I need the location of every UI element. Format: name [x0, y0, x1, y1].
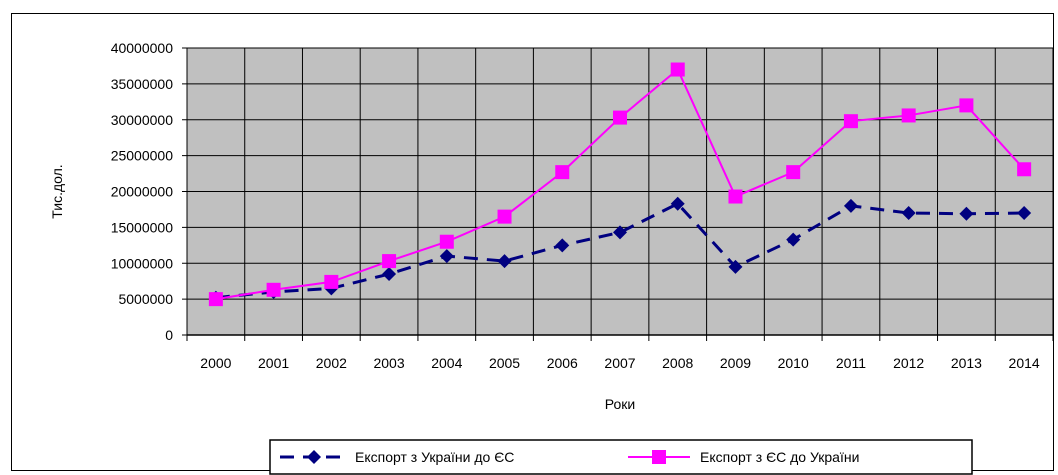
data-point-square — [843, 114, 858, 129]
x-tick-label: 2009 — [720, 355, 751, 371]
x-tick-label: 2005 — [489, 355, 520, 371]
x-tick-label: 2008 — [662, 355, 693, 371]
data-point-diamond — [728, 259, 743, 274]
series-markers — [208, 62, 1032, 307]
data-point-diamond — [382, 267, 397, 282]
data-point-diamond — [786, 232, 801, 247]
data-point-square — [786, 165, 801, 180]
x-tick-label: 2011 — [836, 355, 866, 371]
x-tick-label: 2010 — [778, 355, 809, 371]
data-point-square — [324, 274, 339, 289]
data-point-square — [208, 292, 223, 307]
data-point-square — [613, 110, 627, 125]
data-point-diamond — [1017, 206, 1032, 221]
data-point-square — [497, 209, 512, 224]
y-tick-label: 30000000 — [111, 112, 174, 128]
y-tick-label: 15000000 — [111, 219, 174, 235]
data-point-diamond — [843, 198, 858, 213]
x-tick-label: 2012 — [893, 355, 924, 371]
data-point-square — [439, 234, 454, 249]
x-tick-label: 2002 — [316, 355, 347, 371]
data-point-square — [959, 98, 974, 113]
legend-box — [269, 439, 973, 475]
y-tick-label: 40000000 — [111, 40, 174, 56]
x-tick-label: 2000 — [200, 355, 231, 371]
data-point-square — [1017, 162, 1032, 177]
legend-item-ukraine-to-eu: Експорт з України до ЄС — [280, 449, 514, 465]
legend-item-eu-to-ukraine: Експорт з ЄС до України — [628, 449, 859, 465]
y-tick-label: 20000000 — [111, 184, 174, 200]
data-point-square — [728, 189, 743, 204]
x-axis-title: Роки — [605, 396, 635, 412]
y-tick-label: 5000000 — [118, 291, 173, 307]
x-tick-label: 2014 — [1009, 355, 1040, 371]
data-point-diamond — [613, 225, 627, 240]
y-tick-label: 25000000 — [111, 148, 174, 164]
data-point-square — [382, 254, 397, 269]
data-point-diamond — [497, 254, 512, 269]
legend: Експорт з України до ЄС Експорт з ЄС до … — [269, 439, 973, 475]
x-tick-label: 2007 — [604, 355, 635, 371]
y-axis: 0 5000000 10000000 15000000 20000000 25000000… — [111, 40, 188, 343]
y-tick-label: 35000000 — [111, 76, 174, 92]
x-tick-label: 2006 — [547, 355, 578, 371]
x-axis: 2000 2001 2002 2003 2004 2005 2006 2007 2008 2009… — [186, 334, 1054, 371]
x-tick-label: 2004 — [431, 355, 462, 371]
legend-label-eu-to-ukraine: Експорт з ЄС до України — [700, 449, 859, 465]
legend-marker-diamond — [307, 450, 321, 464]
data-point-square — [670, 62, 685, 77]
data-point-diamond — [439, 249, 454, 264]
x-tick-label: 2001 — [258, 355, 289, 371]
legend-label-ukraine-to-eu: Експорт з України до ЄС — [355, 449, 514, 465]
data-point-diamond — [555, 238, 570, 253]
legend-marker-square — [652, 450, 666, 464]
y-axis-title: Тис.дол. — [49, 164, 65, 218]
y-tick-label: 0 — [165, 327, 173, 343]
x-tick-label: 2013 — [951, 355, 982, 371]
data-point-diamond — [901, 206, 916, 221]
data-point-diamond — [670, 196, 685, 211]
data-point-square — [555, 165, 570, 180]
y-tick-label: 10000000 — [111, 255, 174, 271]
data-point-square — [266, 282, 281, 297]
data-point-square — [901, 108, 916, 123]
data-point-diamond — [959, 206, 974, 221]
x-tick-label: 2003 — [373, 355, 404, 371]
